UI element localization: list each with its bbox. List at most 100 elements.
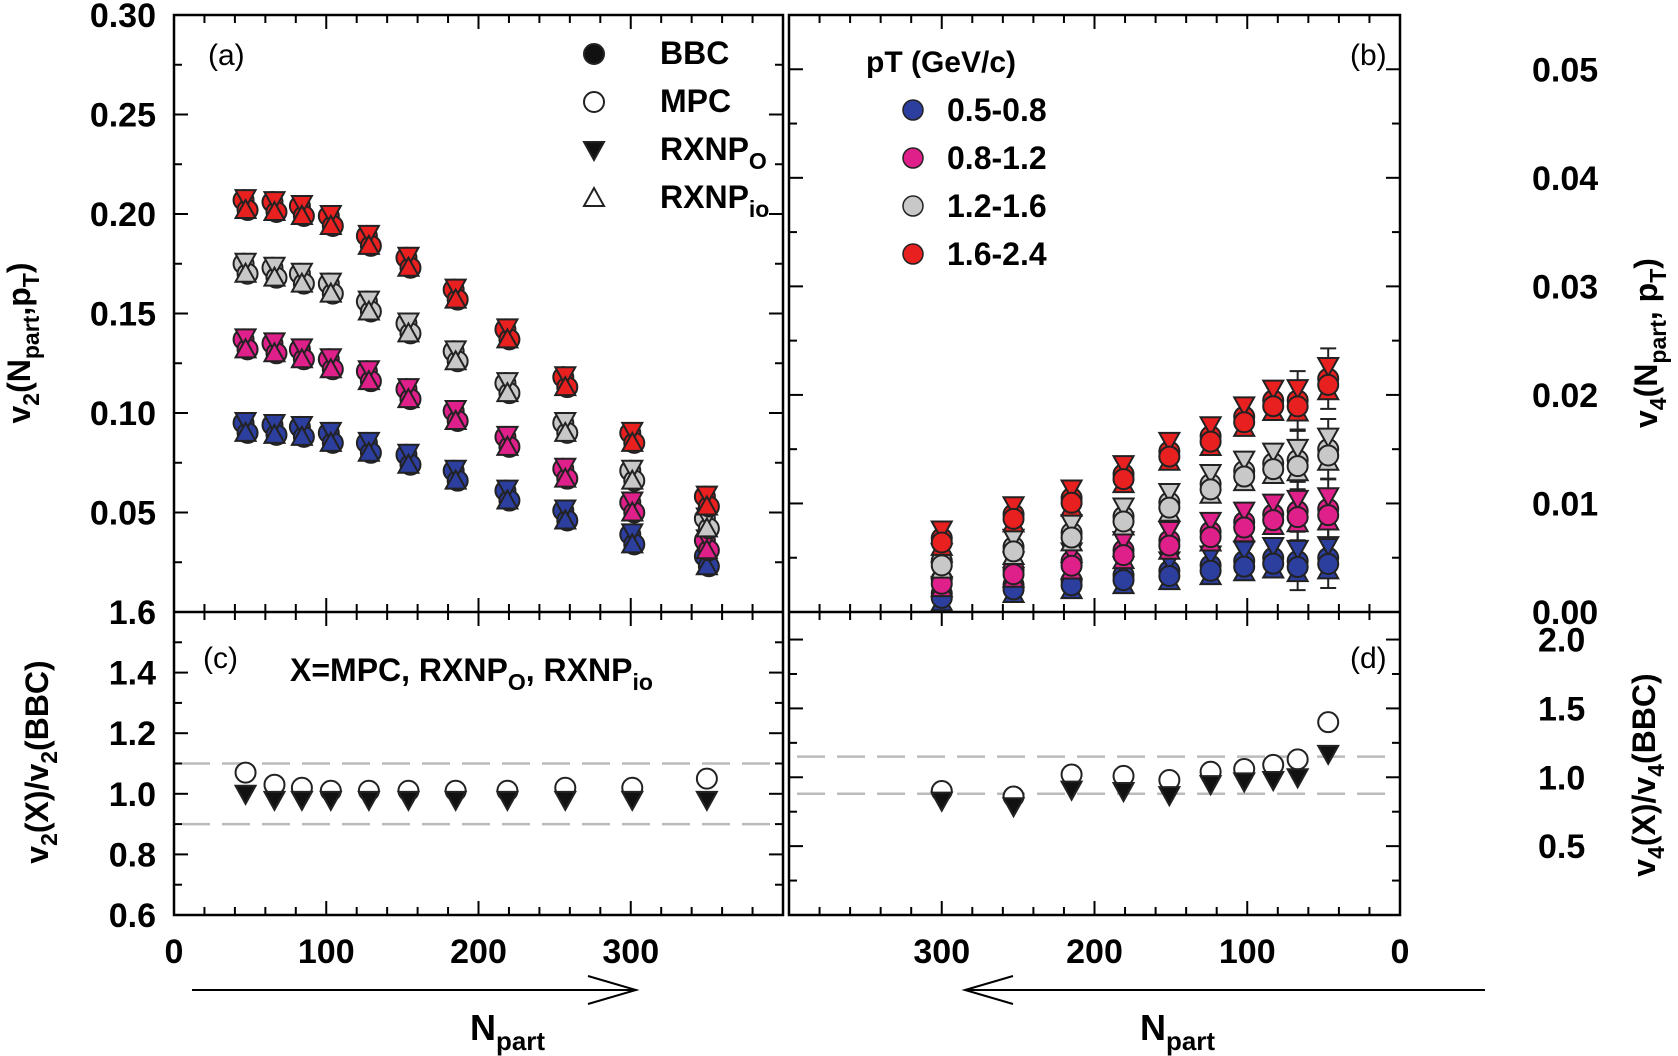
panel-c-points [182, 761, 775, 826]
data-point-0.5-0.8 [357, 440, 381, 462]
ratio-point-RXNPO [1285, 768, 1310, 790]
label-text: RXNP [660, 131, 749, 167]
data-point-0.8-1.2 [319, 357, 343, 379]
label-text: N [470, 1007, 496, 1048]
label-text: (N [1628, 364, 1664, 398]
x-tick-label-left: 0 [165, 933, 184, 971]
label-subscript: 2 [36, 751, 62, 764]
label-text: , RXNP [526, 652, 633, 688]
data-point-1.6-2.4 [1286, 395, 1309, 418]
data-point-0.8-1.2 [1233, 516, 1256, 539]
label-text: RXNP [660, 179, 749, 215]
data-point-0.5-0.8 [1262, 552, 1285, 575]
data-point-1.6-2.4 [1001, 496, 1026, 518]
data-point-0.8-1.2 [1198, 511, 1223, 533]
label-subscript: 4 [1643, 764, 1669, 777]
label-text: ) [1, 262, 37, 273]
ratio-point-RXNPO [1111, 782, 1136, 804]
x-tick-label-right: 300 [913, 933, 970, 971]
data-point-1.6-2.4 [930, 520, 954, 542]
legend-marker-0.8-1.2 [902, 147, 924, 169]
panel-c-y-tick-label: 1.0 [109, 776, 156, 814]
panel-c-y-tick-label: 1.2 [109, 715, 156, 753]
data-point-0.5-0.8 [553, 508, 577, 530]
data-point-0.5-0.8 [262, 422, 287, 444]
data-point-0.8-1.2 [396, 387, 421, 409]
ratio-point-RXNPO [290, 790, 314, 812]
data-point-1.2-1.6 [1158, 496, 1181, 519]
data-point-0.8-1.2 [1002, 563, 1025, 586]
data-point-0.8-1.2 [1157, 520, 1182, 542]
data-point-1.2-1.6 [233, 261, 258, 283]
data-point-0.8-1.2 [262, 341, 287, 363]
data-point-1.2-1.6 [1261, 442, 1285, 464]
x-arrow-left-head [587, 975, 640, 1005]
label-subscript: part [18, 315, 44, 359]
data-point-0.5-0.8 [1261, 537, 1285, 559]
data-point-1.6-2.4 [396, 255, 421, 277]
legend-marker-1.2-1.6 [902, 195, 924, 217]
ratio-point-RXNPO [1232, 772, 1256, 794]
legend-label: RXNPio [660, 179, 769, 222]
ratio-point-RXNPO [553, 790, 577, 812]
data-point-1.2-1.6 [1198, 464, 1223, 486]
data-point-1.6-2.4 [1112, 468, 1135, 491]
data-point-0.5-0.8 [1317, 553, 1340, 576]
data-point-1.2-1.6 [1002, 540, 1025, 563]
panel-label-b: (b) [1350, 39, 1387, 72]
data-point-1.6-2.4 [1262, 395, 1285, 418]
x-tick-label-left: 200 [450, 933, 507, 971]
data-point-0.8-1.2 [290, 347, 314, 369]
data-point-1.2-1.6 [1262, 458, 1285, 481]
data-point-0.8-1.2 [620, 500, 644, 522]
x-tick-label-right: 100 [1219, 933, 1276, 971]
panel-b-y-tick-label: 0.00 [1532, 594, 1598, 632]
data-point-0.5-0.8 [1286, 556, 1309, 579]
data-point-0.8-1.2 [1262, 509, 1285, 532]
data-point-0.8-1.2 [357, 369, 381, 391]
label-text: (X)/v [1626, 777, 1662, 847]
data-point-0.8-1.2 [1158, 534, 1181, 557]
label-subscript: part [496, 1028, 545, 1056]
ratio-point-RXNPO [1198, 775, 1223, 797]
panel-c-y-tick-label: 1.6 [109, 594, 156, 632]
data-point-0.5-0.8 [495, 488, 520, 510]
data-point-1.6-2.4 [1158, 445, 1181, 468]
data-point-0.8-1.2 [1316, 487, 1340, 509]
data-point-1.6-2.4 [1261, 379, 1285, 401]
label-text: ,p [1, 287, 37, 315]
data-point-1.2-1.6 [319, 281, 343, 303]
data-point-1.2-1.6 [620, 468, 644, 490]
label-subscript: O [508, 669, 526, 695]
label-text: v [1, 406, 37, 424]
label-text: ) [1628, 258, 1664, 269]
panel-b-y-tick-label: 0.01 [1532, 485, 1598, 523]
data-point-1.6-2.4 [1060, 491, 1083, 514]
x-arrow-right-head [961, 975, 1014, 1005]
panel-a-y-tick-label: 0.20 [90, 196, 156, 234]
panel-c-y-tick-label: 0.8 [109, 836, 156, 874]
ratio-point-RXNPO [930, 791, 954, 813]
panel-c-annotation: X=MPC, RXNPO, RXNPio [290, 652, 653, 695]
data-point-1.6-2.4 [1198, 416, 1223, 438]
panel-c-y-label: v2(X)/v2(BBC) [19, 660, 62, 863]
data-point-0.8-1.2 [1112, 544, 1135, 567]
panel-label-a: (a) [208, 39, 245, 72]
data-point-0.5-0.8 [1112, 569, 1135, 592]
data-point-1.6-2.4 [357, 233, 381, 255]
data-point-1.6-2.4 [620, 430, 644, 452]
panel-d-y-tick-label: 1.0 [1538, 759, 1585, 797]
ratio-point-MPC [234, 761, 257, 784]
data-point-0.8-1.2 [1285, 489, 1310, 511]
data-point-1.2-1.6 [357, 299, 381, 321]
ratio-point-RXNPO [396, 790, 421, 812]
legend-label: MPC [660, 83, 731, 119]
panel-label-c: (c) [203, 642, 238, 675]
data-point-0.5-0.8 [233, 420, 258, 442]
legend-marker-BBC [583, 43, 605, 65]
ratio-point-MPC [1286, 748, 1309, 771]
data-point-1.6-2.4 [1111, 455, 1136, 477]
data-point-1.2-1.6 [1286, 455, 1309, 478]
data-point-1.2-1.6 [1232, 450, 1256, 472]
